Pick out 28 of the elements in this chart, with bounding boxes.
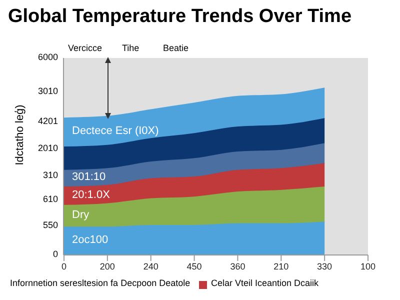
chart-title: Global Temperature Trends Over Time bbox=[8, 6, 352, 28]
text: 4201 bbox=[38, 116, 58, 126]
text: Beatie bbox=[163, 43, 189, 53]
text: Infornnetion seresltesion fa Decpoon Deatole bbox=[10, 278, 190, 288]
x-tick-label: 360 bbox=[230, 261, 246, 272]
text: 6000 bbox=[38, 52, 58, 62]
x-tick-label: 0 bbox=[61, 261, 67, 272]
text: 2010 bbox=[38, 143, 58, 153]
text: 0 bbox=[52, 249, 58, 259]
x-tick-label: 200 bbox=[100, 261, 115, 272]
y-axis-title: Idctatho leģ) bbox=[14, 104, 26, 166]
text: 610 bbox=[42, 194, 58, 204]
x-tick-label: 240 bbox=[143, 261, 158, 272]
series-label: Dry bbox=[72, 208, 90, 221]
x-tick-label: 450 bbox=[186, 261, 202, 272]
text: 550 bbox=[42, 220, 58, 230]
text: Tihe bbox=[122, 43, 140, 53]
series-label: Dectece Esr (I0X) bbox=[72, 125, 159, 138]
text: Celar Vteil Iceantion Dcaiik bbox=[211, 278, 319, 288]
x-tick-label: 330 bbox=[317, 261, 332, 272]
x-tick-label: 210 bbox=[274, 261, 289, 272]
series-label: 2oc100 bbox=[72, 234, 108, 246]
x-tick-label: 100 bbox=[360, 261, 376, 272]
text: 3010 bbox=[38, 86, 58, 96]
text: Vercicce bbox=[68, 43, 102, 53]
series-label: 301:10 bbox=[72, 171, 106, 184]
text: 310 bbox=[42, 170, 58, 180]
series-label: 20:1.0X bbox=[72, 188, 110, 201]
